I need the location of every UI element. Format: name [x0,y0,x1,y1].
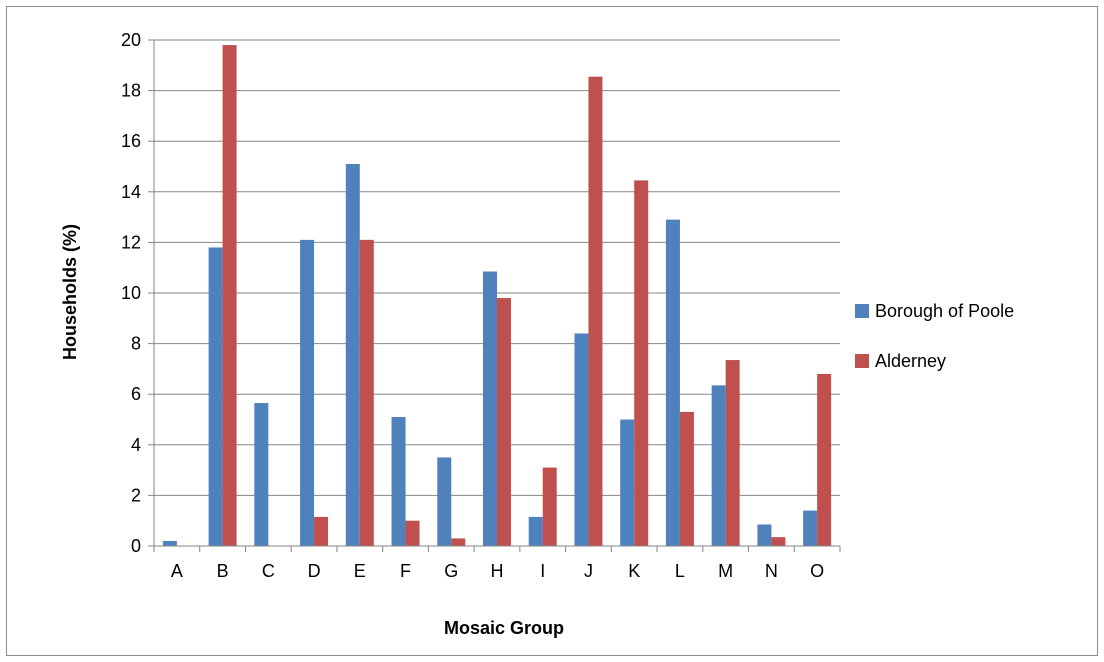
bar-borough-of-poole-m [711,385,726,546]
y-tick-label: 14 [121,182,141,202]
x-tick-label: C [262,561,275,581]
x-tick-label: E [354,561,366,581]
bar-borough-of-poole-h [483,271,497,546]
y-tick-labels: 0 2 4 6 8 10 12 14 16 18 20 [121,30,141,556]
bar-alderney-b [222,45,237,547]
bar-alderney-i [542,467,557,546]
bar-alderney-l [679,411,694,546]
bar-alderney-g [451,538,466,546]
x-tick-label: L [675,561,685,581]
bar-alderney-f [405,520,420,546]
bar-borough-of-poole-k [620,419,635,546]
y-tick-label: 8 [131,334,141,354]
y-tick-label: 0 [131,536,141,556]
x-tick-label: M [718,561,733,581]
bar-borough-of-poole-a [162,540,177,546]
x-tick-label: I [540,561,545,581]
bar-alderney-o [817,373,832,546]
y-tick-label: 6 [131,384,141,404]
y-tick-label: 2 [131,485,141,505]
bar-borough-of-poole-f [391,416,406,546]
y-tick-label: 4 [131,435,141,455]
bar-alderney-j [588,76,603,546]
bar-borough-of-poole-n [757,524,772,546]
x-tick-label: A [171,561,183,581]
x-tick-label: H [491,561,504,581]
x-tick-label: D [308,561,321,581]
bar-borough-of-poole-g [437,457,452,546]
axes [148,39,841,552]
y-tick-label: 16 [121,131,141,151]
x-tick-labels: A B C D E F G H I J K L M N O [171,561,824,581]
x-tick-label: F [400,561,411,581]
x-tick-label: G [444,561,458,581]
legend-swatch [855,304,869,318]
bar-borough-of-poole-b [208,247,223,546]
bar-borough-of-poole-c [254,403,269,546]
legend-label: Alderney [875,351,946,371]
bar-alderney-m [725,360,740,546]
x-tick-label: J [584,561,593,581]
bar-alderney-n [771,537,786,546]
y-axis-title: Households (%) [60,224,80,360]
legend-swatch [855,354,869,368]
bars [162,45,832,547]
bar-borough-of-poole-j [574,333,589,546]
bar-borough-of-poole-i [528,516,543,546]
y-tick-label: 12 [121,232,141,252]
bar-alderney-h [497,298,511,546]
x-axis-title: Mosaic Group [444,618,564,638]
legend-label: Borough of Poole [875,301,1014,321]
x-tick-label: N [765,561,778,581]
bar-alderney-d [314,516,329,546]
bar-alderney-e [359,239,374,546]
x-tick-label: K [628,561,640,581]
x-tick-label: B [217,561,229,581]
x-tick-label: O [810,561,824,581]
bar-alderney-k [634,180,649,547]
bar-borough-of-poole-o [803,510,818,546]
chart-frame: 0 2 4 6 8 10 12 14 16 18 20 A B C D E F G H I J K L M N O Househ… [6,6,1098,656]
bar-chart: 0 2 4 6 8 10 12 14 16 18 20 A B C D E F G H I J K L M N O Househ… [60,30,1014,638]
bar-borough-of-poole-l [665,219,680,546]
y-tick-label: 18 [121,81,141,101]
bar-borough-of-poole-d [300,239,315,546]
legend: Borough of Poole Alderney [855,301,1014,371]
y-tick-label: 10 [121,283,141,303]
y-tick-label: 20 [121,30,141,50]
bar-borough-of-poole-e [345,163,360,546]
